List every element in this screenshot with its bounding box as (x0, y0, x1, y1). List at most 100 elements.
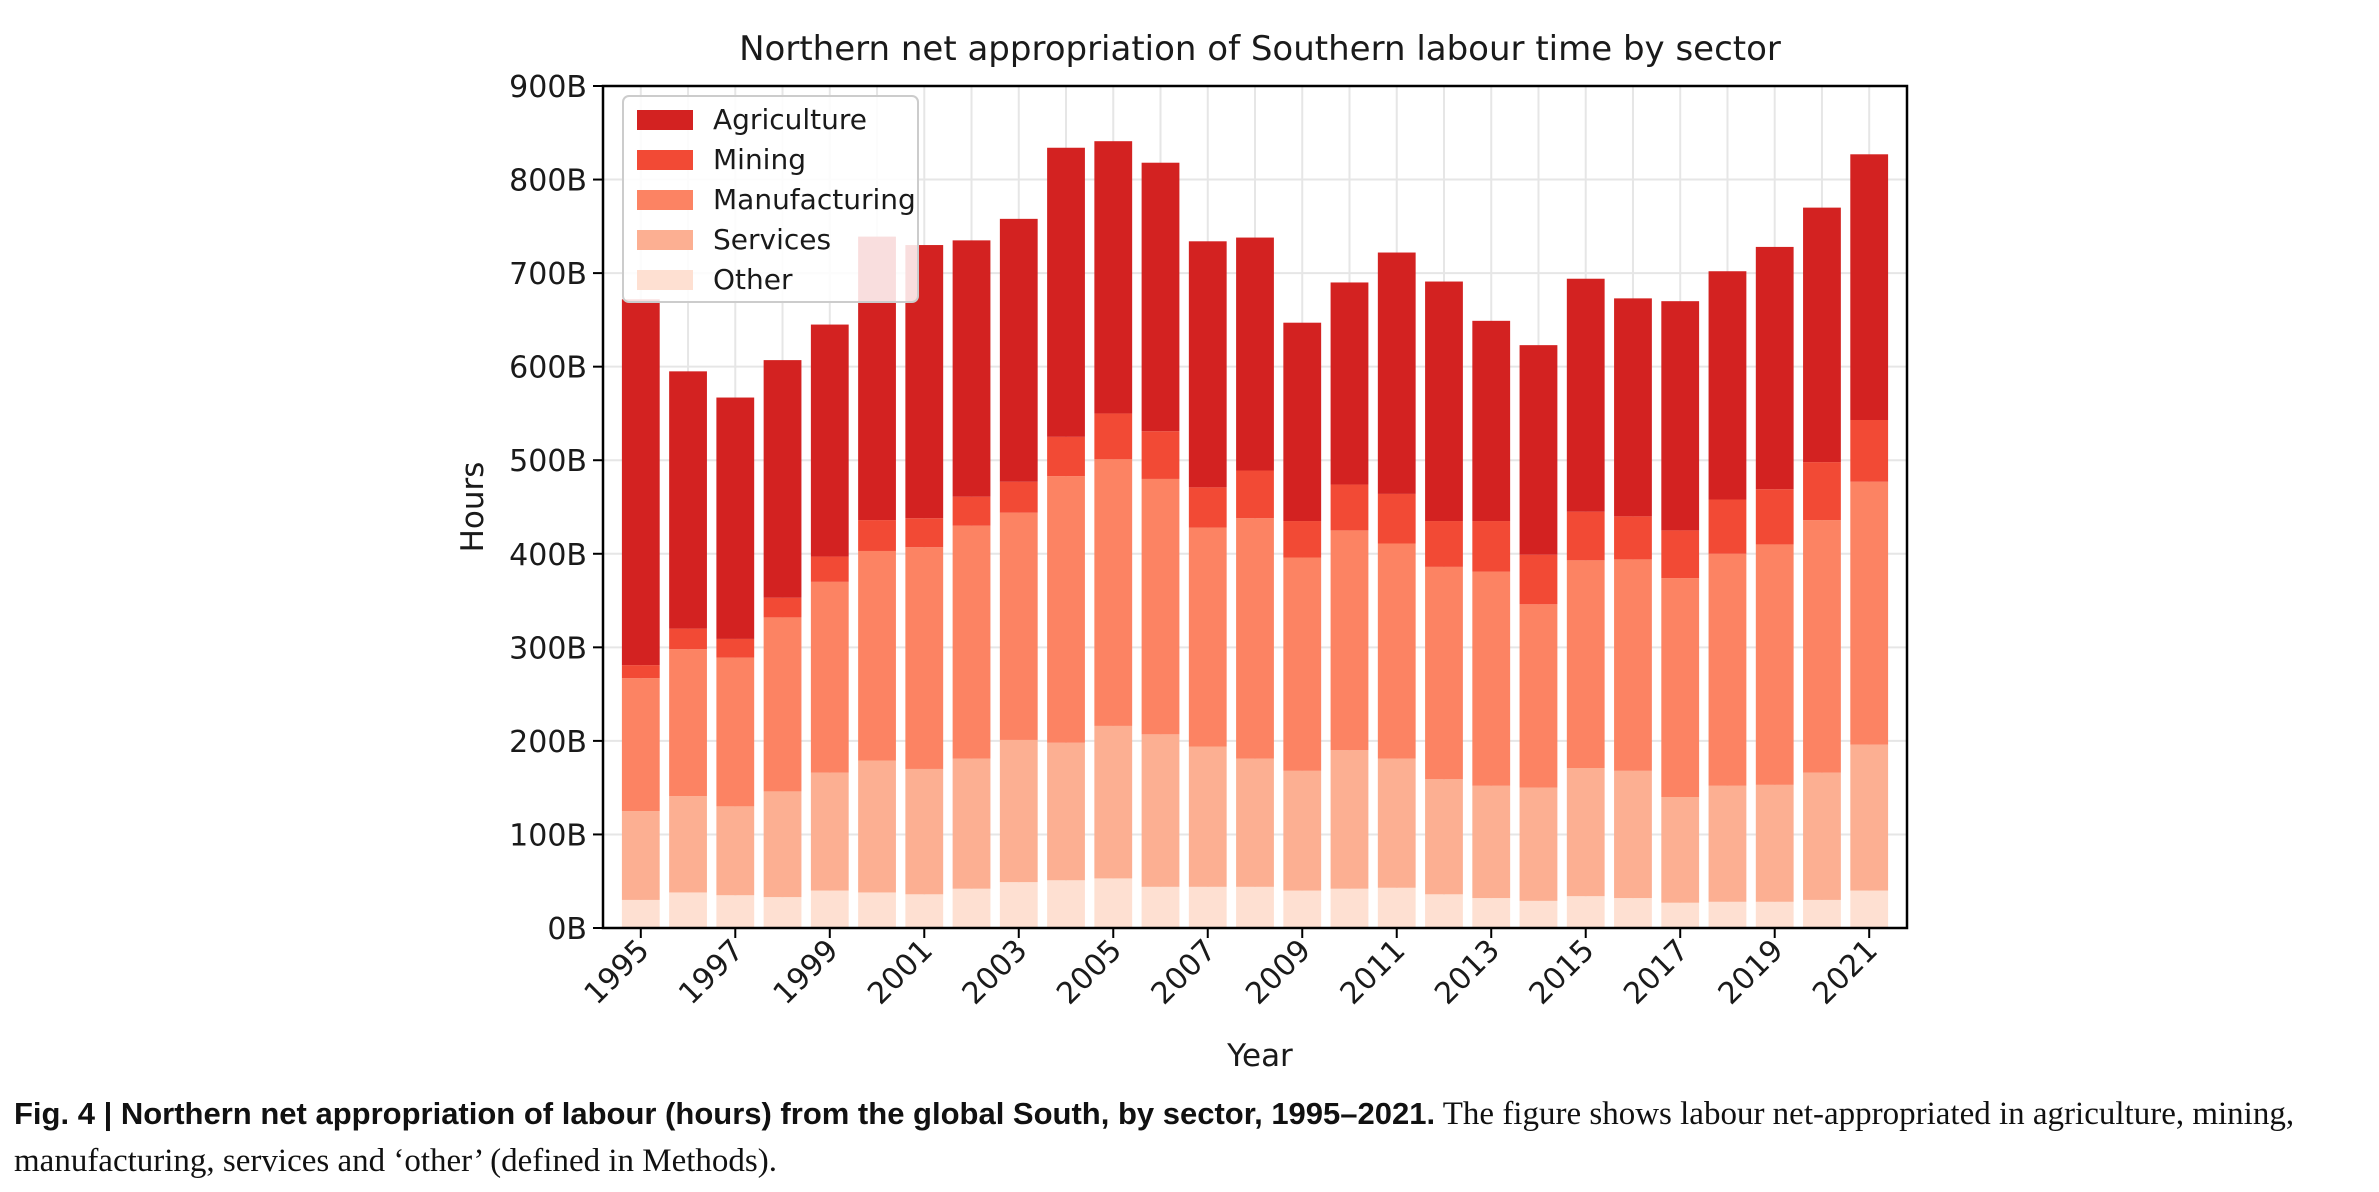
legend-swatch-other (637, 270, 693, 290)
bar-segment-agriculture (1283, 322, 1322, 522)
bar-segment-other (1330, 888, 1369, 928)
bar-segment-mining (1614, 516, 1652, 560)
caption-text: The figure shows labour net-appropriated… (14, 1096, 2295, 1179)
bar-segment-mining (716, 638, 755, 658)
bar-segment-manufacturing (1330, 530, 1369, 751)
bar-segment-mining (1472, 521, 1511, 572)
bar-segment-manufacturing (1141, 478, 1180, 735)
bar-segment-mining (1188, 487, 1227, 528)
y-tick-label: 100B (509, 818, 587, 853)
legend-label-services: Services (713, 223, 831, 256)
bar-segment-services (1708, 785, 1747, 902)
bar-segment-other (1425, 894, 1463, 928)
y-axis: 0B 100B 200B 300B 400B 500B 600B 700B 800B 900B (509, 70, 603, 947)
bar-segment-manufacturing (1188, 527, 1227, 747)
bar-segment-manufacturing (1614, 559, 1652, 771)
plot-frame (601, 84, 1909, 930)
bar-segment-manufacturing (905, 547, 944, 769)
bar-segment-services (669, 796, 707, 893)
bar-segment-services (1188, 746, 1227, 887)
bar-segment-agriculture (1377, 252, 1416, 494)
bar-segment-manufacturing (810, 581, 849, 773)
bar-segment-manufacturing (1803, 520, 1841, 773)
legend-swatch-manufacturing (637, 190, 693, 210)
bar-segment-services (716, 806, 755, 896)
bar-segment-mining (999, 481, 1038, 513)
bar-segment-services (1094, 725, 1133, 879)
bar-segment-services (1377, 758, 1416, 888)
bar-segment-mining (1850, 419, 1889, 482)
bar-segment-services (1803, 772, 1841, 900)
bar-segment-mining (1519, 554, 1558, 605)
bar-segment-mining (1141, 431, 1180, 479)
bar-segment-agriculture (1330, 282, 1369, 485)
bar-segment-agriculture (1850, 154, 1889, 420)
legend-swatch-services (637, 230, 693, 250)
bar-segment-agriculture (999, 218, 1038, 482)
bar-segment-other (1047, 880, 1085, 928)
legend-label-manufacturing: Manufacturing (713, 183, 916, 216)
bar-segment-mining (1755, 489, 1794, 545)
bar-segment-manufacturing (1283, 557, 1322, 771)
bar-segment-services (905, 768, 944, 895)
bar-segment-other (1850, 890, 1889, 928)
bar-segment-other (1188, 886, 1227, 928)
bar-segment-mining (621, 665, 660, 679)
bar-segment-mining (1566, 511, 1605, 561)
bar-segment-manufacturing (1566, 560, 1605, 769)
bar-segment-manufacturing (858, 550, 896, 761)
bar-segment-other (1377, 887, 1416, 928)
bar-segment-mining (952, 496, 991, 526)
bar-segment-other (669, 892, 707, 928)
bar-segment-agriculture (669, 371, 707, 629)
bar-segment-agriculture (1803, 207, 1841, 463)
bar-segment-services (1519, 787, 1558, 901)
legend-swatch-agriculture (637, 110, 693, 130)
bar-segment-agriculture (1755, 246, 1794, 490)
bar-segment-mining (905, 518, 944, 548)
bar-segment-mining (1708, 499, 1747, 554)
legend-label-agriculture: Agriculture (713, 103, 867, 136)
bar-segment-agriculture (952, 240, 991, 497)
legend-label-other: Other (713, 263, 793, 296)
bar-segment-other (952, 888, 991, 928)
bar-segment-manufacturing (1377, 543, 1416, 759)
y-axis-label: Hours (455, 462, 491, 553)
chart-title: Northern net appropriation of Southern l… (739, 29, 1781, 69)
y-tick-label: 800B (509, 164, 587, 199)
bar-segment-other (1236, 886, 1274, 928)
bar-segment-agriculture (810, 324, 849, 557)
bars (621, 141, 1889, 928)
bar-segment-agriculture (1236, 237, 1274, 471)
bar-segment-manufacturing (716, 657, 755, 807)
bar-segment-other (621, 899, 660, 928)
bar-segment-manufacturing (1425, 566, 1463, 780)
figure-caption: Fig. 4 | Northern net appropriation of l… (14, 1090, 2364, 1185)
bar-segment-agriculture (1519, 345, 1558, 555)
bar-segment-agriculture (1566, 278, 1605, 512)
bar-segment-manufacturing (1047, 476, 1085, 743)
bar-segment-other (1614, 898, 1652, 928)
bar-segment-agriculture (1141, 162, 1180, 432)
bar-segment-mining (1425, 521, 1463, 567)
bar-segment-manufacturing (999, 512, 1038, 740)
bar-segment-services (763, 791, 802, 898)
bar-segment-services (810, 772, 849, 891)
bar-segment-services (858, 760, 896, 893)
bar-segment-agriculture (1472, 320, 1511, 522)
bar-segment-other (1708, 901, 1747, 928)
bar-segment-mining (1094, 413, 1133, 460)
bar-segment-other (1141, 886, 1180, 928)
bar-segment-services (1283, 770, 1322, 891)
bar-segment-manufacturing (763, 617, 802, 792)
bar-segment-manufacturing (1755, 544, 1794, 785)
bar-segment-services (1755, 784, 1794, 902)
bar-segment-services (621, 811, 660, 900)
bar-segment-mining (858, 520, 896, 551)
bar-segment-other (1283, 890, 1322, 928)
bar-segment-agriculture (1188, 241, 1227, 488)
bar-segment-services (1236, 758, 1274, 887)
bar-segment-other (716, 895, 755, 928)
bar-segment-services (1047, 742, 1085, 881)
bar-segment-other (1661, 902, 1700, 928)
